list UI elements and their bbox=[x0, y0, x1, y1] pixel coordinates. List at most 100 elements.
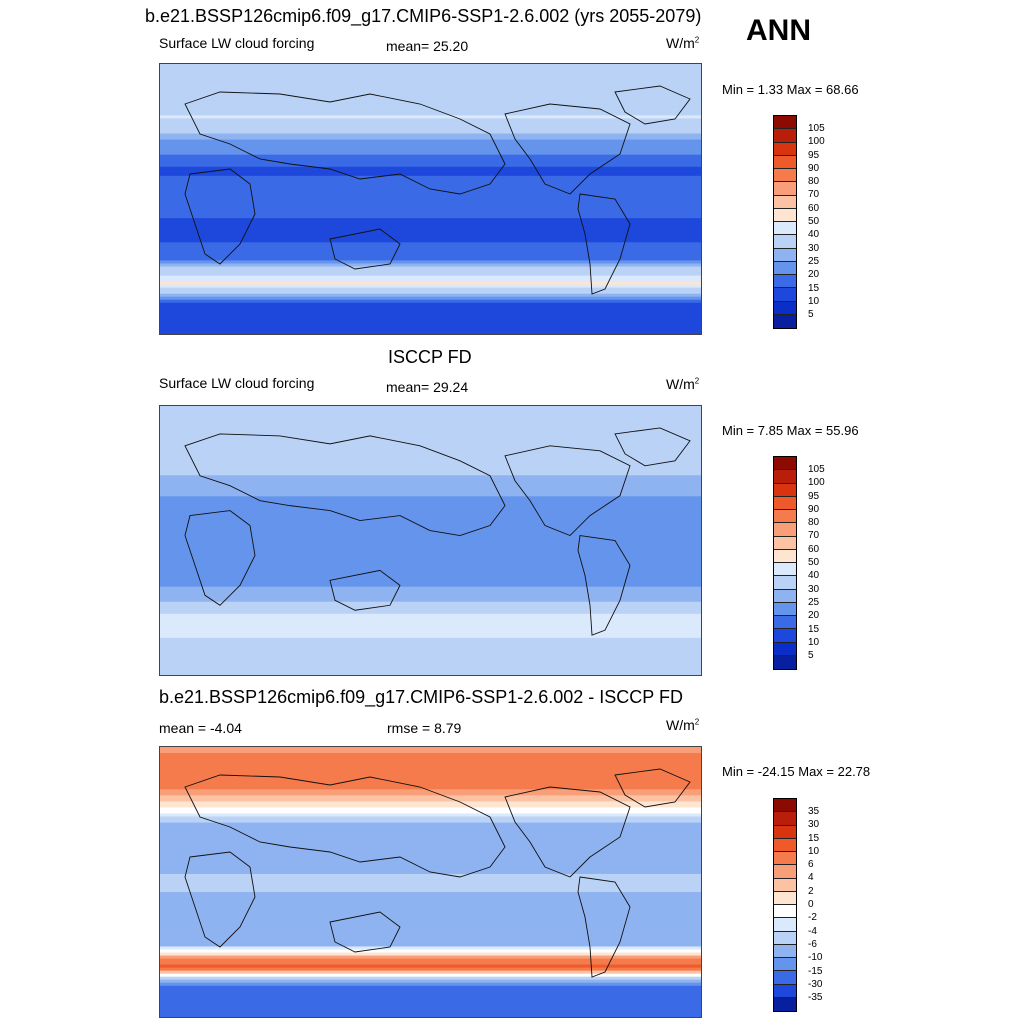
colorbar-swatch bbox=[774, 825, 796, 839]
field-band bbox=[160, 982, 701, 987]
panel-2-map-field bbox=[160, 406, 701, 675]
field-band bbox=[160, 828, 701, 833]
panel-2-colorbar-ticks: 105 100 95 90 80 70 60 50 40 30 25 20 15 10 5 bbox=[808, 463, 825, 662]
field-band bbox=[160, 970, 701, 975]
field-band bbox=[160, 559, 701, 564]
panel-3-map bbox=[159, 746, 702, 1018]
colorbar-tick-label: 40 bbox=[808, 570, 820, 582]
colorbar-tick-label: 90 bbox=[808, 503, 820, 515]
field-band bbox=[160, 67, 701, 71]
field-band bbox=[160, 943, 701, 948]
colorbar-tick-label: -35 bbox=[808, 992, 823, 1004]
field-band bbox=[160, 115, 701, 119]
colorbar-tick-label: 100 bbox=[808, 477, 825, 489]
colorbar-tick-label: 50 bbox=[808, 216, 820, 228]
field-band bbox=[160, 251, 701, 255]
colorbar-swatch bbox=[774, 958, 796, 972]
field-band bbox=[160, 607, 701, 612]
field-band bbox=[160, 780, 701, 784]
colorbar-swatch bbox=[774, 576, 796, 590]
field-band bbox=[160, 873, 701, 878]
field-band bbox=[160, 424, 701, 428]
coastline bbox=[329, 911, 401, 953]
field-band bbox=[160, 550, 701, 555]
field-band bbox=[160, 154, 701, 159]
field-band bbox=[160, 979, 701, 984]
colorbar-tick-label: 10 bbox=[808, 636, 820, 648]
field-band bbox=[160, 514, 701, 519]
field-band bbox=[160, 478, 701, 482]
field-band bbox=[160, 221, 701, 225]
field-band bbox=[160, 166, 701, 171]
field-band bbox=[160, 898, 701, 902]
field-band bbox=[160, 178, 701, 183]
field-band bbox=[160, 248, 701, 252]
colorbar-swatch bbox=[774, 997, 796, 1011]
colorbar-swatch bbox=[774, 984, 796, 998]
colorbar-tick-label: 105 bbox=[808, 123, 825, 134]
field-band bbox=[160, 124, 701, 129]
field-band bbox=[160, 571, 701, 576]
field-band bbox=[160, 819, 701, 824]
field-band bbox=[160, 263, 701, 268]
field-band bbox=[160, 233, 701, 237]
panel-2-mean-label: mean= 29.24 bbox=[386, 379, 469, 395]
field-band bbox=[160, 121, 701, 126]
field-band bbox=[160, 469, 701, 473]
panel-3-colorbar-ticks: 35 30 15 10 6 4 2 0 -2 -4 -6 -10 -15 -30 -35 bbox=[808, 805, 822, 1004]
panel-3-colorbar bbox=[773, 798, 797, 1012]
field-band bbox=[160, 332, 701, 334]
field-band bbox=[160, 661, 701, 666]
field-band bbox=[160, 786, 701, 790]
colorbar-tick-label: 60 bbox=[808, 543, 820, 555]
field-band bbox=[160, 112, 701, 116]
field-band bbox=[160, 412, 701, 416]
field-band bbox=[160, 511, 701, 515]
field-band bbox=[160, 843, 701, 848]
field-band bbox=[160, 667, 701, 672]
panel-1-colorbar-ticks: 105 100 95 90 80 70 60 50 40 30 25 20 15 10 5 bbox=[808, 122, 825, 321]
field-band bbox=[160, 795, 701, 799]
field-band bbox=[160, 196, 701, 201]
coastline bbox=[577, 876, 631, 978]
field-band bbox=[160, 296, 701, 301]
field-band bbox=[160, 505, 701, 509]
colorbar-swatch bbox=[774, 602, 796, 616]
colorbar-swatch bbox=[774, 589, 796, 603]
field-band bbox=[160, 82, 701, 86]
field-band bbox=[160, 664, 701, 669]
colorbar-tick-label: 50 bbox=[808, 557, 820, 569]
field-band bbox=[160, 517, 701, 522]
field-band bbox=[160, 1000, 701, 1005]
field-band bbox=[160, 834, 701, 839]
field-band bbox=[160, 206, 701, 210]
field-band bbox=[160, 200, 701, 204]
field-band bbox=[160, 649, 701, 654]
colorbar-tick-label: -10 bbox=[808, 952, 823, 964]
field-band bbox=[160, 895, 701, 899]
field-band bbox=[160, 586, 701, 591]
colorbar-swatch bbox=[774, 261, 796, 275]
colorbar-tick-label: -4 bbox=[808, 925, 817, 937]
field-band bbox=[160, 136, 701, 141]
field-band bbox=[160, 88, 701, 92]
field-band bbox=[160, 931, 701, 935]
colorbar-tick-label: 90 bbox=[808, 162, 820, 174]
field-band bbox=[160, 622, 701, 627]
field-band bbox=[160, 991, 701, 996]
field-band bbox=[160, 287, 701, 292]
field-band bbox=[160, 952, 701, 957]
field-band bbox=[160, 810, 701, 815]
field-band bbox=[160, 311, 701, 316]
field-band bbox=[160, 759, 701, 763]
field-band bbox=[160, 433, 701, 437]
field-band bbox=[160, 876, 701, 881]
colorbar-swatch bbox=[774, 918, 796, 932]
colorbar-swatch bbox=[774, 510, 796, 524]
field-band bbox=[160, 910, 701, 914]
field-band bbox=[160, 901, 701, 905]
field-band bbox=[160, 242, 701, 246]
colorbar-tick-label: 20 bbox=[808, 610, 820, 622]
field-band bbox=[160, 619, 701, 624]
colorbar-swatch bbox=[774, 142, 796, 156]
